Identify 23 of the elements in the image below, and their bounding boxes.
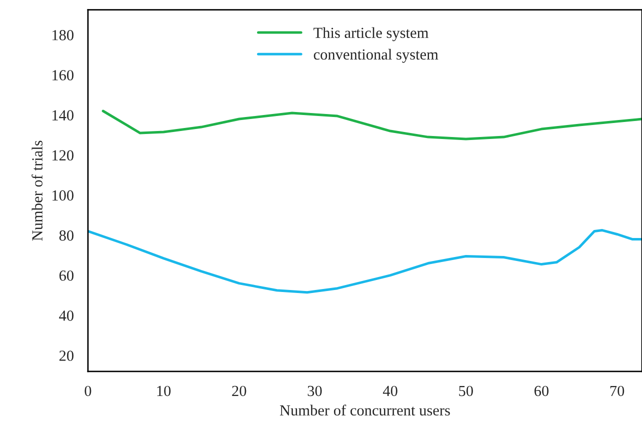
x-tick-label: 0 — [84, 386, 92, 396]
y-tick-label: 40 — [59, 310, 74, 321]
line-series — [88, 228, 642, 294]
y-tick-label: 160 — [52, 70, 74, 80]
x-tick-label: 50 — [459, 386, 473, 396]
legend-label: This article system — [314, 27, 428, 42]
x-tick-label: 10 — [157, 386, 171, 396]
x-tick-label: 20 — [232, 386, 246, 396]
y-tick-label: 100 — [52, 190, 74, 201]
x-tick-label: 30 — [308, 386, 322, 396]
y-tick-label: 140 — [52, 110, 74, 120]
y-tick-label: 60 — [59, 270, 74, 281]
y-tick-label: 180 — [52, 30, 74, 40]
y-tick-label: 80 — [59, 230, 74, 241]
x-tick-label: 40 — [382, 386, 398, 396]
line-series — [102, 110, 642, 140]
legend-label: conventional system — [314, 48, 438, 63]
y-tick-label: 120 — [52, 150, 74, 161]
x-tick-label: 70 — [610, 386, 624, 396]
x-axis-title: Number of concurrent users — [280, 404, 450, 416]
x-tick-label: 60 — [534, 386, 549, 396]
y-tick-label: 20 — [59, 350, 74, 361]
y-axis-title: Number of trials — [32, 140, 42, 241]
